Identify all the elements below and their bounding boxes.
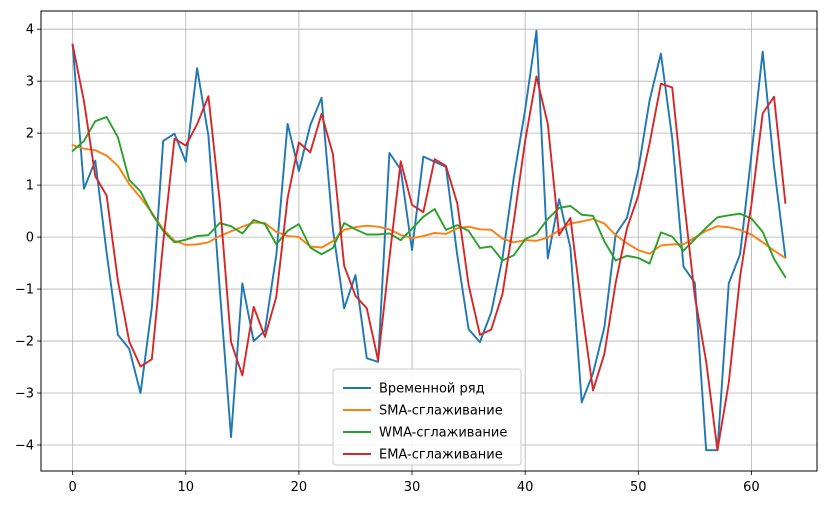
y-tick-label: −1: [15, 283, 34, 298]
x-tick-label: 60: [743, 480, 760, 495]
plot-frame: [40, 10, 818, 472]
y-tick-label: 1: [26, 179, 34, 194]
y-tick-label: 0: [26, 231, 34, 246]
y-tick-label: 4: [26, 23, 34, 38]
y-tick-label: −3: [15, 387, 34, 402]
x-tick-label: 0: [69, 480, 77, 495]
legend-label-2: WMA-сглаживание: [379, 426, 507, 441]
y-tick-label: −4: [15, 439, 34, 454]
y-tick-label: −2: [15, 335, 34, 350]
series-line-3: [71, 43, 787, 452]
legend-box: [332, 368, 522, 466]
grid-lines: [41, 11, 817, 471]
x-tick-label: 50: [630, 480, 647, 495]
legend-label-1: SMA-сглаживание: [379, 404, 503, 419]
x-tick-label: 30: [404, 480, 421, 495]
series-line-1: [71, 143, 787, 260]
x-tick-label: 20: [291, 480, 308, 495]
series-lines: [71, 29, 787, 452]
x-axis-ticks: 0 10 20 30 40 50 60: [69, 471, 760, 495]
legend-label-0: Временной ряд: [379, 382, 485, 397]
legend-label-3: EMA-сглаживание: [379, 448, 503, 463]
x-tick-label: 40: [517, 480, 534, 495]
y-tick-label: 3: [26, 75, 34, 90]
x-tick-label: 10: [178, 480, 195, 495]
series-line-0: [71, 29, 787, 452]
series-line-2: [71, 116, 787, 279]
y-tick-label: 2: [26, 127, 34, 142]
y-axis-ticks: −4 −3 −2 −1 0 1 2 3 4: [15, 23, 41, 454]
legend: Временной ряд SMA-сглаживание WMA-сглажива…: [332, 368, 522, 466]
